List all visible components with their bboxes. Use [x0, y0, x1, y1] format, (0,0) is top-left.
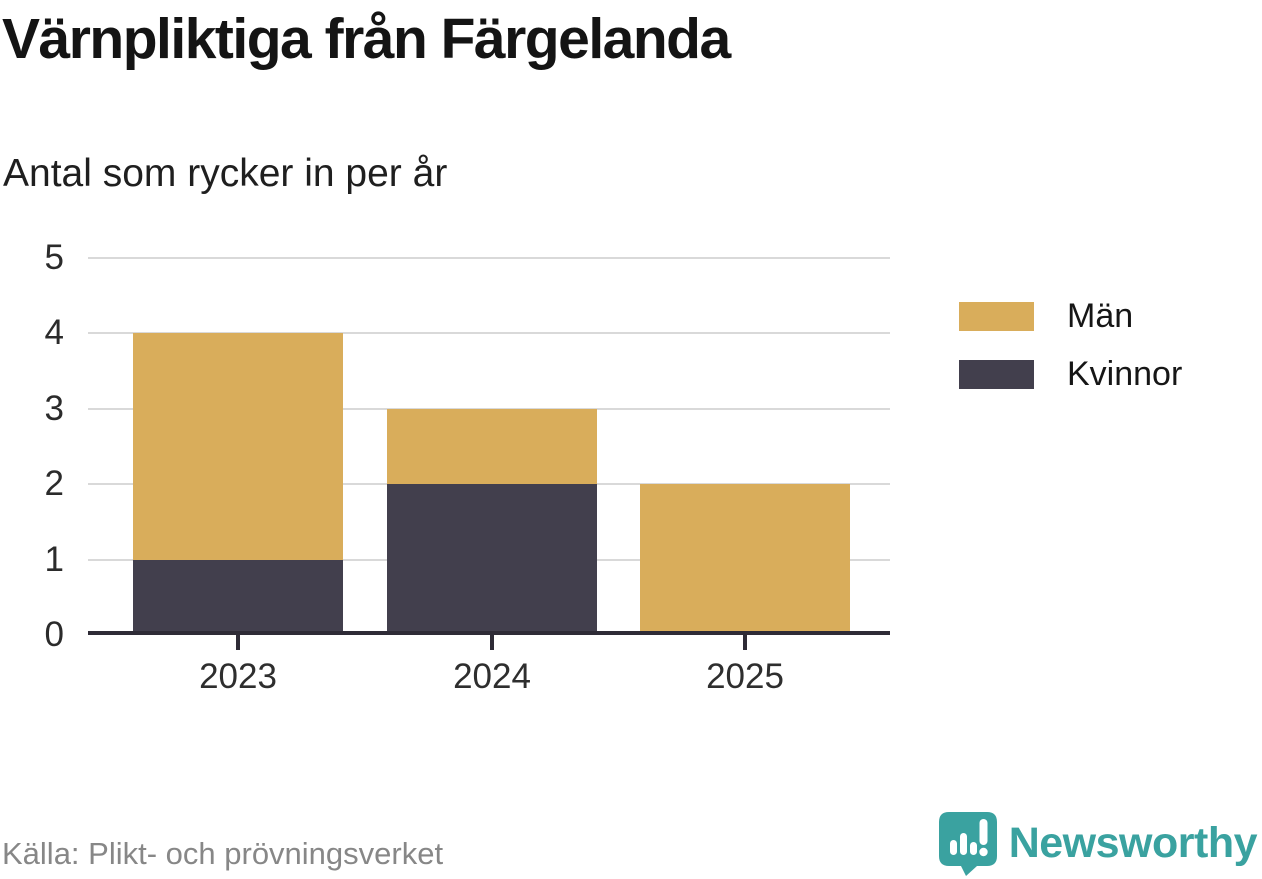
legend-swatch-women — [959, 359, 1034, 389]
x-tick-2023 — [236, 634, 240, 650]
bar-2023-Kvinnor — [133, 559, 343, 635]
newsworthy-icon — [938, 812, 997, 876]
x-tick-label-2023: 2023 — [199, 657, 277, 696]
bar-2025-Män — [640, 484, 850, 635]
x-tick-label-2025: 2025 — [706, 657, 784, 696]
legend-swatch-men — [959, 301, 1034, 331]
newsworthy-wordmark: Newsworthy — [1008, 818, 1258, 867]
bar-2024-Kvinnor — [387, 484, 597, 635]
chart-title: Värnpliktiga från Färgelanda — [2, 7, 731, 71]
y-tick-label-4: 4 — [44, 313, 64, 353]
chart-subtitle: Antal som rycker in per år — [3, 152, 448, 195]
y-tick-label-0: 0 — [44, 615, 64, 654]
source-note: Källa: Plikt- och prövningsverket — [2, 836, 444, 871]
bar-2024-Män — [387, 408, 597, 485]
legend-label-women: Kvinnor — [1067, 355, 1183, 393]
y-tick-label-1: 1 — [44, 539, 64, 579]
gridline-5 — [88, 257, 890, 259]
legend-item-women: Kvinnor — [959, 354, 1182, 394]
y-tick-label-5: 5 — [44, 238, 64, 277]
x-axis-line — [88, 631, 890, 635]
x-tick-2025 — [743, 634, 747, 650]
y-tick-label-3: 3 — [44, 388, 64, 428]
y-axis: 0 1 2 3 4 5 — [0, 238, 64, 654]
y-tick-label-2: 2 — [44, 464, 64, 504]
chart-legend: Män Kvinnor — [959, 296, 1182, 394]
legend-label-men: Män — [1067, 297, 1134, 335]
x-tick-2024 — [490, 634, 494, 650]
plot-area: 2023 2024 2025 — [88, 257, 890, 696]
x-tick-label-2024: 2024 — [453, 657, 531, 696]
newsworthy-logo: Newsworthy — [937, 810, 1258, 876]
legend-item-men: Män — [959, 296, 1182, 336]
gridline-4 — [88, 332, 890, 335]
bar-2023-Män — [133, 333, 343, 560]
